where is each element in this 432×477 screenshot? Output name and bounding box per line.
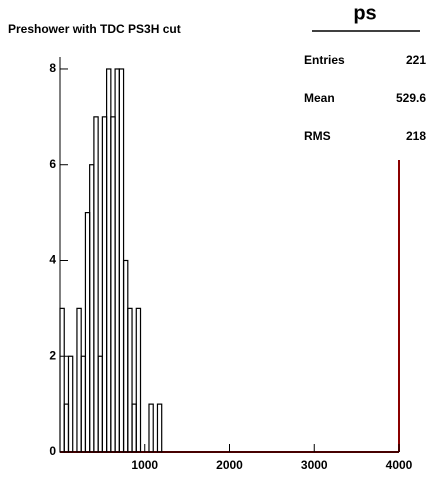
stats-value: 529.6 — [396, 91, 426, 105]
y-tick-label: 0 — [49, 444, 56, 458]
bar — [59, 307, 65, 453]
stats-value: 218 — [406, 129, 426, 143]
y-tick-label: 8 — [49, 61, 56, 75]
x-tick-label: 1000 — [131, 458, 158, 472]
stats-value: 221 — [406, 53, 426, 67]
x-tick-label: 3000 — [301, 458, 328, 472]
stats-label: Entries — [304, 53, 345, 67]
chart-title: Preshower with TDC PS3H cut — [8, 22, 181, 36]
bar — [93, 116, 99, 453]
stats-label: RMS — [304, 129, 331, 143]
stats-label: Mean — [304, 91, 335, 105]
x-tick-label: 4000 — [386, 458, 413, 472]
bar — [148, 403, 154, 453]
x-tick-label: 2000 — [216, 458, 243, 472]
bar — [156, 403, 163, 453]
y-tick-label: 4 — [49, 253, 56, 267]
stats-title: ps — [353, 2, 376, 24]
bar — [135, 307, 142, 453]
bar — [127, 307, 133, 453]
y-tick-label: 2 — [49, 348, 56, 362]
bar — [67, 355, 74, 453]
y-tick-label: 6 — [49, 157, 56, 171]
